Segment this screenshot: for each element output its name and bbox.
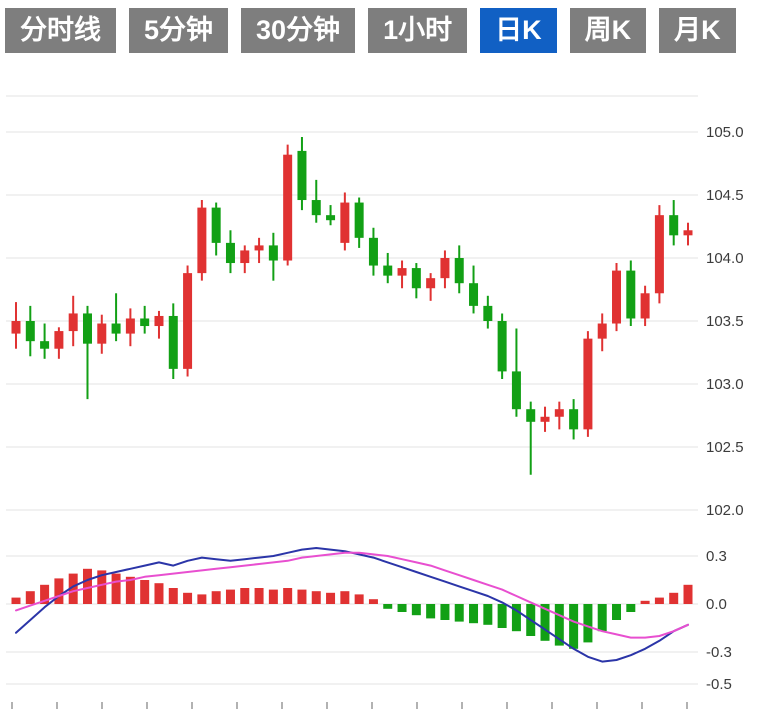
svg-text:102.0: 102.0: [706, 502, 744, 519]
svg-text:103.0: 103.0: [706, 376, 744, 393]
svg-text:103.5: 103.5: [706, 313, 744, 330]
tab-monthly-k[interactable]: 月K: [659, 8, 736, 54]
tab-1hour[interactable]: 1小时: [368, 8, 468, 54]
kline-macd-chart[interactable]: 105.0 104.5 104.0 103.5 103.0 102.5 102.0 0.3 0.…: [0, 62, 762, 712]
tab-timeline[interactable]: 分时线: [5, 8, 116, 54]
svg-text:0.3: 0.3: [706, 548, 727, 565]
x-axis-ticks: [11, 702, 688, 709]
svg-text:-0.5: -0.5: [706, 676, 732, 693]
macd-dea-line: [15, 551, 689, 639]
svg-text:0.0: 0.0: [706, 596, 727, 613]
macd-gridlines: [6, 555, 698, 685]
tab-30min[interactable]: 30分钟: [241, 8, 356, 54]
svg-text:104.0: 104.0: [706, 250, 744, 267]
tab-daily-k[interactable]: 日K: [480, 8, 557, 54]
candles: [11, 137, 693, 475]
tab-weekly-k[interactable]: 周K: [569, 8, 647, 54]
macd-histogram: [11, 568, 693, 649]
svg-text:104.5: 104.5: [706, 187, 744, 204]
interval-tabbar: 分时线 5分钟 30分钟 1小时 日K 周K 月K: [0, 0, 762, 54]
svg-text:105.0: 105.0: [706, 124, 744, 141]
tab-5min[interactable]: 5分钟: [129, 8, 229, 54]
main-gridlines: [6, 95, 698, 511]
svg-text:102.5: 102.5: [706, 439, 744, 456]
svg-text:-0.3: -0.3: [706, 644, 732, 661]
chart-area: 105.0 104.5 104.0 103.5 103.0 102.5 102.0 0.3 0.…: [0, 62, 762, 712]
